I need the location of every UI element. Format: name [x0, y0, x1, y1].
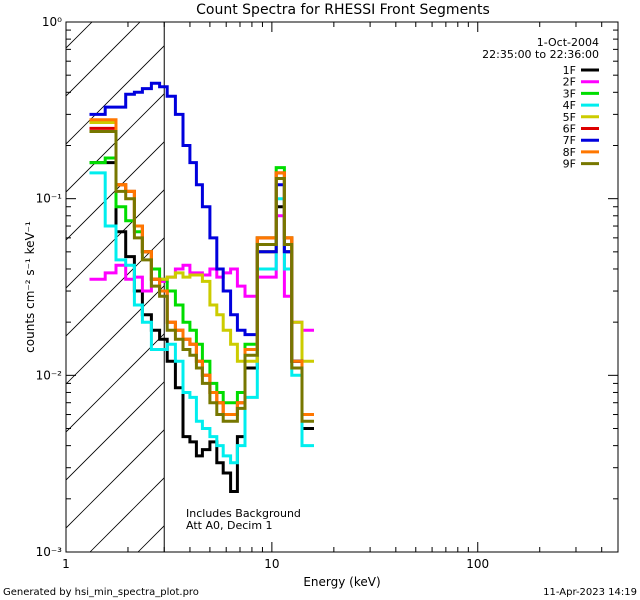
series-line-4f — [89, 171, 314, 465]
chart-title: Count Spectra for RHESSI Front Segments — [196, 2, 490, 18]
legend-label-5f: 5F — [563, 111, 576, 124]
hatch-line — [570, 0, 640, 552]
series-line-7f — [89, 81, 314, 416]
axis-tick-labels: 1 10 100 10⁻³ 10⁻² 10⁻¹ 10⁰ — [36, 15, 490, 571]
hatch-line — [426, 0, 640, 552]
hatch-line — [234, 0, 640, 552]
axis-ticks — [65, 21, 618, 553]
series-layer — [89, 81, 314, 493]
series-line-9f — [89, 130, 314, 423]
legend-label-4f: 4F — [563, 99, 576, 112]
hatch-line — [0, 0, 114, 552]
x-tick-label: 1 — [62, 557, 70, 571]
hatch-line — [66, 22, 141, 97]
hatch-line — [66, 141, 165, 241]
x-axis-label: Energy (keV) — [303, 575, 380, 589]
date-label: 1-Oct-2004 — [537, 36, 599, 49]
shaded-region — [0, 0, 640, 552]
y-tick-label: 10⁻² — [36, 368, 63, 382]
legend-label-9f: 9F — [563, 158, 576, 171]
y-axis-label: counts cm⁻² s⁻¹ keV⁻¹ — [23, 221, 37, 353]
hatch-line — [66, 45, 165, 145]
legend-label-6f: 6F — [563, 123, 576, 136]
hatch-line — [66, 189, 165, 289]
hatch-line — [66, 429, 165, 529]
legend-label-3f: 3F — [563, 87, 576, 100]
y-tick-label: 10⁰ — [42, 15, 62, 29]
x-tick-label: 100 — [466, 557, 489, 571]
legend-label-1f: 1F — [563, 64, 576, 77]
hatch-line — [618, 0, 640, 552]
y-tick-label: 10⁻¹ — [36, 192, 63, 206]
legend-label-8f: 8F — [563, 146, 576, 159]
x-tick-label: 10 — [264, 557, 279, 571]
hatch-line — [66, 285, 165, 385]
hatch-line — [66, 237, 165, 337]
hatch-line — [66, 381, 165, 481]
annotation-background: Includes Background — [186, 507, 301, 520]
generated-by-label: Generated by hsi_min_spectra_plot.pro — [3, 587, 199, 598]
legend-label-7f: 7F — [563, 134, 576, 147]
hatch-line — [378, 0, 640, 552]
time-range-label: 22:35:00 to 22:36:00 — [482, 48, 599, 61]
series-line-5f — [89, 121, 314, 363]
annotation-attenuator: Att A0, Decim 1 — [186, 519, 273, 532]
y-tick-label: 10⁻³ — [36, 545, 63, 559]
timestamp-label: 11-Apr-2023 14:19 — [543, 587, 637, 598]
hatch-line — [474, 0, 640, 552]
plot-frame — [65, 21, 619, 553]
legend-label-2f: 2F — [563, 76, 576, 89]
